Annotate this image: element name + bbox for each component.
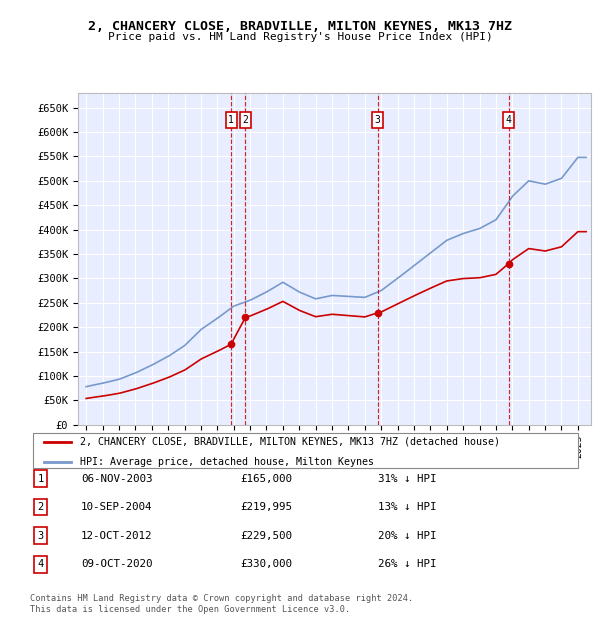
Text: 31% ↓ HPI: 31% ↓ HPI — [378, 474, 437, 484]
FancyBboxPatch shape — [33, 433, 578, 468]
Text: 09-OCT-2020: 09-OCT-2020 — [81, 559, 152, 569]
Text: Contains HM Land Registry data © Crown copyright and database right 2024.
This d: Contains HM Land Registry data © Crown c… — [30, 595, 413, 614]
Text: £330,000: £330,000 — [240, 559, 292, 569]
Text: 2, CHANCERY CLOSE, BRADVILLE, MILTON KEYNES, MK13 7HZ (detached house): 2, CHANCERY CLOSE, BRADVILLE, MILTON KEY… — [80, 437, 500, 447]
Text: 1: 1 — [229, 115, 234, 125]
Text: 2: 2 — [38, 502, 44, 512]
Text: Price paid vs. HM Land Registry's House Price Index (HPI): Price paid vs. HM Land Registry's House … — [107, 32, 493, 42]
Text: 4: 4 — [506, 115, 511, 125]
Text: 3: 3 — [38, 531, 44, 541]
Text: 2, CHANCERY CLOSE, BRADVILLE, MILTON KEYNES, MK13 7HZ: 2, CHANCERY CLOSE, BRADVILLE, MILTON KEY… — [88, 20, 512, 33]
Text: 2: 2 — [242, 115, 248, 125]
Text: 4: 4 — [38, 559, 44, 569]
Text: 20% ↓ HPI: 20% ↓ HPI — [378, 531, 437, 541]
Text: £219,995: £219,995 — [240, 502, 292, 512]
Text: 06-NOV-2003: 06-NOV-2003 — [81, 474, 152, 484]
Text: 3: 3 — [375, 115, 381, 125]
Text: 26% ↓ HPI: 26% ↓ HPI — [378, 559, 437, 569]
Text: £229,500: £229,500 — [240, 531, 292, 541]
Text: £165,000: £165,000 — [240, 474, 292, 484]
Text: 1: 1 — [38, 474, 44, 484]
Text: 12-OCT-2012: 12-OCT-2012 — [81, 531, 152, 541]
Text: 13% ↓ HPI: 13% ↓ HPI — [378, 502, 437, 512]
Text: HPI: Average price, detached house, Milton Keynes: HPI: Average price, detached house, Milt… — [80, 456, 374, 466]
Text: 10-SEP-2004: 10-SEP-2004 — [81, 502, 152, 512]
